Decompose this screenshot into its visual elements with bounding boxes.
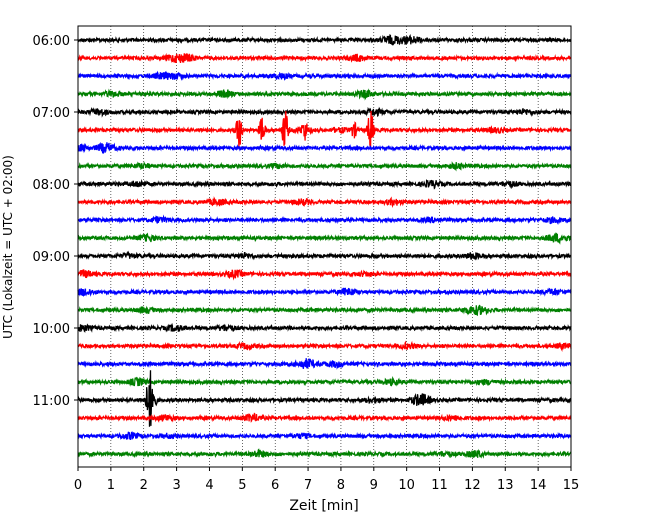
seismic-trace — [77, 33, 572, 46]
x-tick-label: 6 — [271, 478, 279, 493]
seismic-trace — [77, 412, 572, 423]
x-tick-label: 14 — [530, 478, 547, 493]
seismic-trace — [77, 214, 572, 225]
y-tick-label: 11:00 — [33, 394, 70, 409]
seismic-trace — [77, 376, 572, 387]
seismic-trace — [77, 196, 572, 208]
x-tick-label: 7 — [304, 478, 312, 493]
y-tick-label: 08:00 — [33, 178, 70, 193]
seismic-trace — [77, 322, 572, 333]
x-tick-label: 2 — [140, 478, 148, 493]
seismic-trace — [77, 232, 572, 245]
x-tick-label: 11 — [431, 478, 448, 493]
seismic-trace — [77, 161, 572, 172]
x-tick-layer: 0 1 2 3 4 5 6 7 8 9 10 11 12 13 14 15 — [74, 467, 579, 493]
x-tick-label: 8 — [337, 478, 345, 493]
y-tick-label: 06:00 — [33, 34, 70, 49]
seismic-trace — [77, 178, 572, 190]
seismic-trace — [77, 52, 572, 64]
x-axis-title: Zeit [min] — [289, 498, 358, 514]
seismic-trace — [77, 287, 572, 298]
y-tick-label: 07:00 — [33, 106, 70, 121]
x-tick-label: 1 — [107, 478, 115, 493]
x-tick-label: 15 — [563, 478, 580, 493]
seismic-trace — [77, 110, 572, 149]
seismic-trace — [77, 340, 572, 353]
seismic-trace — [77, 431, 572, 441]
seismic-trace — [77, 370, 572, 427]
y-axis-title: UTC (Lokalzeit = UTC + 02:00) — [1, 155, 15, 339]
x-tick-label: 5 — [238, 478, 246, 493]
x-tick-label: 13 — [497, 478, 514, 493]
x-tick-label: 3 — [172, 478, 180, 493]
x-tick-label: 12 — [464, 478, 481, 493]
y-tick-layer: 06:00 07:00 08:00 09:00 10:00 11:00 — [33, 34, 78, 409]
seismic-trace — [77, 88, 572, 101]
y-tick-label: 10:00 — [33, 322, 70, 337]
x-tick-label: 10 — [398, 478, 415, 493]
plot-frame — [77, 25, 572, 468]
x-tick-label: 9 — [370, 478, 378, 493]
seismic-trace — [77, 358, 572, 370]
seismic-trace — [77, 268, 572, 281]
seismic-trace — [77, 142, 572, 154]
seismic-trace — [77, 304, 572, 317]
seismic-trace — [77, 448, 572, 459]
seismic-trace — [77, 250, 572, 261]
x-tick-label: 0 — [74, 478, 82, 493]
y-tick-label: 09:00 — [33, 250, 70, 265]
x-tick-label: 4 — [205, 478, 213, 493]
seismic-trace — [77, 70, 572, 81]
trace-layer — [77, 33, 572, 459]
seismic-trace — [77, 106, 572, 118]
